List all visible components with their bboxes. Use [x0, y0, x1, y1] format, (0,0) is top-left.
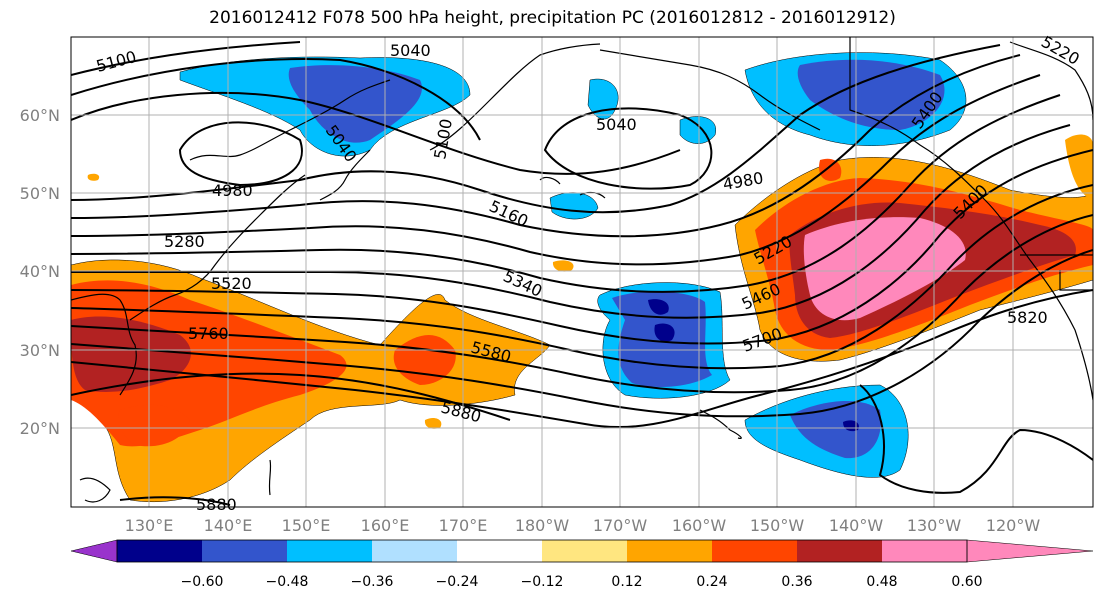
lat-label: 20°N — [20, 419, 60, 438]
lon-label: 120°W — [986, 516, 1041, 535]
contour-label: 5880 — [196, 495, 237, 514]
lon-label: 160°E — [361, 516, 410, 535]
lat-label: 50°N — [20, 184, 60, 203]
colorbar-segment — [372, 540, 457, 562]
height-contours — [71, 41, 1093, 506]
latitude-labels: 60°N 50°N 40°N 30°N 20°N — [20, 106, 60, 438]
colorbar-tick-label: 0.12 — [611, 574, 642, 590]
colorbar-tick-label: −0.60 — [181, 574, 224, 590]
lon-label: 170°E — [439, 516, 488, 535]
longitude-labels: 130°E 140°E 150°E 160°E 170°E 180°W 170°… — [125, 516, 1041, 535]
gridlines — [71, 37, 1093, 507]
colorbar-segment — [287, 540, 372, 562]
colorbar-segment — [202, 540, 287, 562]
lon-label: 130°W — [907, 516, 962, 535]
colorbar-tick-label: 0.36 — [781, 574, 812, 590]
contour-label: 5520 — [211, 274, 252, 293]
colorbar-segment — [627, 540, 712, 562]
colorbar: −0.60 −0.48 −0.36 −0.24 −0.12 0.12 0.24 … — [70, 539, 1094, 590]
colorbar-tick-label: −0.24 — [436, 574, 479, 590]
contour-label: 5040 — [596, 115, 637, 134]
contour-label: 5820 — [1007, 308, 1048, 327]
lon-label: 180°W — [515, 516, 570, 535]
lat-label: 40°N — [20, 262, 60, 281]
colorbar-segment — [542, 540, 627, 562]
lon-label: 140°E — [204, 516, 253, 535]
colorbar-segment — [712, 540, 797, 562]
lat-label: 60°N — [20, 106, 60, 125]
colorbar-tick-label: −0.12 — [521, 574, 564, 590]
lon-label: 170°W — [593, 516, 648, 535]
map-content — [71, 37, 1093, 507]
lat-label: 30°N — [20, 341, 60, 360]
contour-label: 5760 — [188, 324, 229, 343]
contour-label: 5040 — [390, 41, 431, 60]
coastlines — [71, 37, 1093, 503]
lon-label: 150°E — [282, 516, 331, 535]
colorbar-segment — [117, 540, 202, 562]
lon-label: 160°W — [672, 516, 727, 535]
colorbar-extend-right — [966, 539, 1094, 563]
colorbar-extend-left — [70, 539, 118, 563]
lon-label: 130°E — [125, 516, 174, 535]
colorbar-tick-label: −0.48 — [266, 574, 309, 590]
map-frame — [70, 36, 1094, 508]
chart-title: 2016012412 F078 500 hPa height, precipit… — [209, 8, 896, 28]
contour-label: 4980 — [212, 181, 253, 200]
colorbar-frame — [116, 539, 968, 563]
lon-label: 150°W — [750, 516, 805, 535]
lon-label: 140°W — [829, 516, 884, 535]
contour-label: 5280 — [164, 232, 205, 251]
colorbar-tick-label: 0.24 — [696, 574, 727, 590]
colorbar-tick-label: −0.36 — [351, 574, 394, 590]
colorbar-segment — [882, 540, 967, 562]
colorbar-tick-label: 0.48 — [866, 574, 897, 590]
colorbar-segment — [457, 540, 542, 562]
colorbar-segment — [797, 540, 882, 562]
colorbar-tick-label: 0.60 — [951, 574, 982, 590]
